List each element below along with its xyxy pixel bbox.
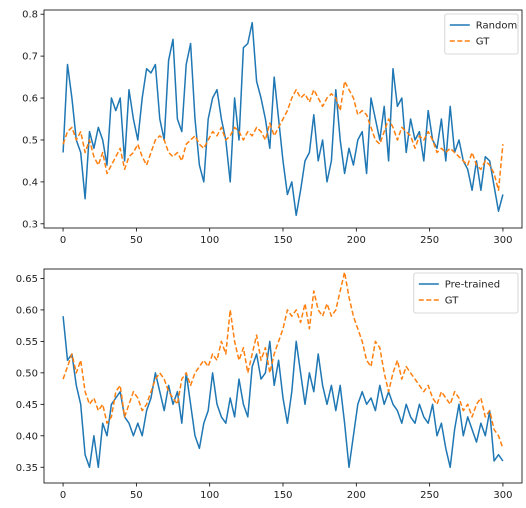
series-line-gt xyxy=(62,271,504,449)
y-tick-label: 0.40 xyxy=(16,431,38,442)
y-tick-label: 0.3 xyxy=(22,219,38,230)
x-tick-label: 0 xyxy=(60,235,66,246)
x-tick-label: 100 xyxy=(200,490,219,501)
legend-box xyxy=(444,13,519,55)
legend: Pre-trained GT xyxy=(413,272,519,314)
y-tick-label: 0.7 xyxy=(22,52,38,63)
x-tick-label: 250 xyxy=(420,490,439,501)
series-line-gt xyxy=(62,80,504,192)
series-line-pre-trained xyxy=(62,316,504,469)
y-tick-label: 0.65 xyxy=(16,274,38,285)
x-tick-label: 100 xyxy=(200,235,219,246)
x-tick-label: 50 xyxy=(130,235,143,246)
y-tick-label: 0.45 xyxy=(16,400,38,411)
legend-label: GT xyxy=(445,296,459,307)
y-tick-label: 0.35 xyxy=(16,463,38,474)
y-tick-label: 0.55 xyxy=(16,337,38,348)
x-tick-label: 250 xyxy=(420,235,439,246)
legend-label: Pre-trained xyxy=(445,280,500,291)
chart-random-vs-gt: 0 50 100 150 200 250 300 0.3 0.4 0.5 0.6 0.7 0.8 Rand… xyxy=(22,9,523,246)
legend-box xyxy=(413,272,519,314)
x-tick-label: 200 xyxy=(347,490,366,501)
x-tick-label: 200 xyxy=(347,235,366,246)
y-tick-label: 0.6 xyxy=(22,94,38,105)
x-tick-label: 300 xyxy=(493,490,512,501)
x-tick-label: 50 xyxy=(130,490,143,501)
legend-label: GT xyxy=(476,37,490,48)
y-tick-label: 0.4 xyxy=(22,177,38,188)
x-tick-label: 0 xyxy=(60,490,66,501)
x-tick-label: 150 xyxy=(273,490,292,501)
chart-pretrained-vs-gt: 0 50 100 150 200 250 300 0.35 0.40 0.45 0.50 0.55 0.… xyxy=(16,268,523,501)
legend-label: Random xyxy=(476,21,517,32)
y-tick-label: 0.5 xyxy=(22,135,38,146)
y-tick-label: 0.8 xyxy=(22,10,38,21)
x-tick-label: 300 xyxy=(493,235,512,246)
x-tick-label: 150 xyxy=(273,235,292,246)
legend: Random GT xyxy=(444,13,519,55)
y-tick-label: 0.60 xyxy=(16,305,38,316)
series-line-random xyxy=(62,21,504,217)
y-tick-label: 0.50 xyxy=(16,368,38,379)
